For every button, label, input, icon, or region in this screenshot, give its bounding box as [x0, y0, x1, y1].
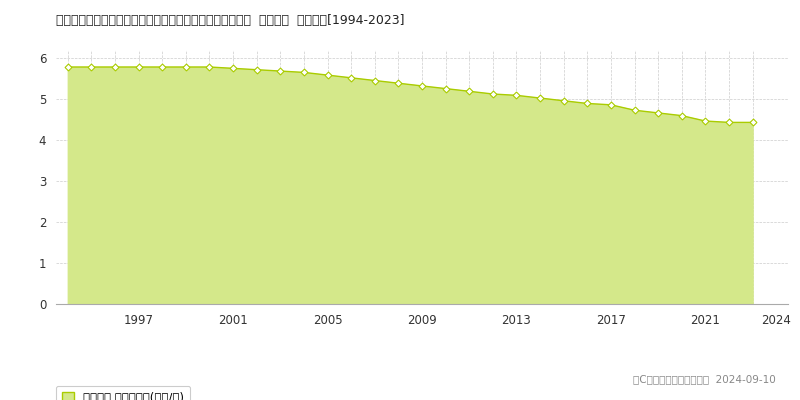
- Text: （C）土地価格ドットコム  2024-09-10: （C）土地価格ドットコム 2024-09-10: [634, 374, 776, 384]
- Legend: 地価公示 平均坪単価(万円/坪): 地価公示 平均坪単価(万円/坪): [56, 386, 190, 400]
- Text: 宮崎県西臼杵郡高千穂町大字三田井字宮ノ前１５９８番２  地価公示  地価推移[1994-2023]: 宮崎県西臼杵郡高千穂町大字三田井字宮ノ前１５９８番２ 地価公示 地価推移[199…: [56, 14, 405, 27]
